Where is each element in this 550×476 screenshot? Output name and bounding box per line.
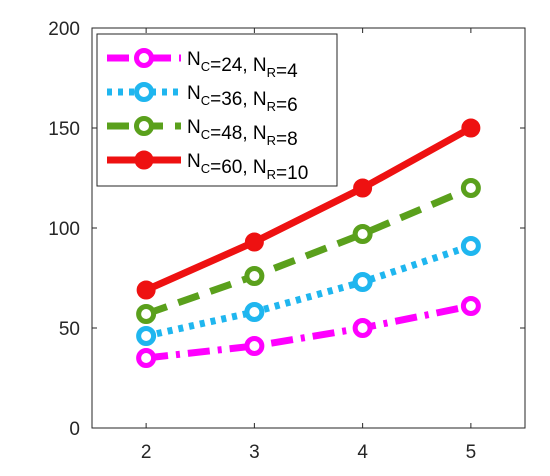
legend-end: =4 xyxy=(276,61,298,82)
data-point-2-3 xyxy=(352,272,373,292)
data-point-3-4 xyxy=(460,178,481,198)
legend-n-2: N xyxy=(253,157,267,178)
series-line-4 xyxy=(144,124,473,294)
legend-sub-2: R xyxy=(267,99,276,114)
legend-end: =10 xyxy=(276,163,308,184)
x-tick-label-4: 5 xyxy=(466,442,477,463)
legend-n-1: N xyxy=(187,117,201,138)
legend-n-1: N xyxy=(187,83,201,104)
legend-n-1: N xyxy=(187,49,201,70)
legend-n-2: N xyxy=(253,123,267,144)
legend-label-4: NC=60, NR=10 xyxy=(187,151,308,184)
legend-end: =8 xyxy=(276,129,298,150)
data-point-1-1 xyxy=(136,348,157,368)
x-tick-label-2: 3 xyxy=(249,442,260,463)
y-tick-label-3: 100 xyxy=(48,219,80,240)
data-point-3-2 xyxy=(244,266,265,286)
legend-marker-2 xyxy=(134,82,154,102)
data-point-1-2 xyxy=(244,336,265,356)
x-tick-label-1: 2 xyxy=(141,442,152,463)
legend-marker-3 xyxy=(134,116,154,136)
legend-label-1: NC=24, NR=4 xyxy=(187,49,298,82)
legend-sub-2: R xyxy=(267,133,276,148)
legend-label-2: NC=36, NR=6 xyxy=(187,83,298,116)
legend-n-2: N xyxy=(253,55,267,76)
legend-sub-1: C xyxy=(201,93,210,108)
legend-mid: =48, xyxy=(210,123,253,144)
data-point-1-3 xyxy=(352,318,373,338)
data-point-4-1 xyxy=(136,280,156,300)
x-tick-label-3: 4 xyxy=(357,442,368,463)
legend-end: =6 xyxy=(276,95,298,116)
data-point-4-2 xyxy=(244,232,264,252)
data-point-2-1 xyxy=(136,326,157,346)
legend-sub-1: C xyxy=(201,161,210,176)
legend-n-2: N xyxy=(253,89,267,110)
legend-marker-1 xyxy=(134,48,154,68)
y-tick-label-2: 50 xyxy=(59,319,80,340)
series-line-1 xyxy=(145,302,472,362)
y-tick-label-1: 0 xyxy=(69,419,80,440)
legend-mid: =24, xyxy=(210,55,253,76)
legend-sub-1: C xyxy=(201,127,210,142)
data-point-4-4 xyxy=(461,118,481,138)
legend-sub-2: R xyxy=(267,65,276,80)
data-point-2-4 xyxy=(460,236,481,256)
y-tick-label-5: 200 xyxy=(48,19,80,40)
series-line-2 xyxy=(145,242,472,340)
y-tick-label-4: 150 xyxy=(48,119,80,140)
data-point-3-3 xyxy=(352,224,373,244)
data-point-4-3 xyxy=(353,178,373,198)
legend-mid: =36, xyxy=(210,89,253,110)
legend-sub-2: R xyxy=(267,167,276,182)
legend-marker-4 xyxy=(134,150,154,170)
plot-area xyxy=(136,118,481,368)
data-point-1-4 xyxy=(460,296,481,316)
legend-mid: =60, xyxy=(210,157,253,178)
legend-sub-1: C xyxy=(201,59,210,74)
legend-label-3: NC=48, NR=8 xyxy=(187,117,298,150)
legend: NC=24, NR=4NC=36, NR=6NC=48, NR=8NC=60, … xyxy=(96,33,338,187)
series-line-3 xyxy=(144,184,473,318)
data-point-3-1 xyxy=(136,304,157,324)
legend-n-1: N xyxy=(187,151,201,172)
data-point-2-2 xyxy=(244,302,265,322)
